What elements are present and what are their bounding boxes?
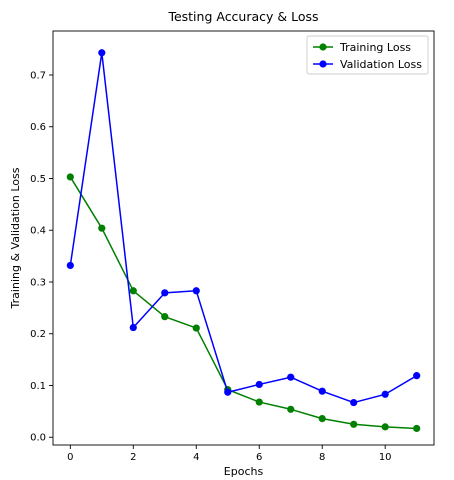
y-tick-label: 0.3 <box>30 277 46 288</box>
y-tick-label: 0.7 <box>30 70 46 81</box>
x-tick-label: 6 <box>256 452 262 463</box>
validation-loss-point <box>161 289 169 297</box>
x-tick-label: 0 <box>67 452 73 463</box>
training-loss-point <box>381 423 389 431</box>
validation-loss-point <box>192 287 200 295</box>
x-tick-label: 4 <box>193 452 199 463</box>
training-loss-point <box>318 415 326 423</box>
x-tick-label: 10 <box>379 452 392 463</box>
training-loss-point <box>192 324 200 332</box>
legend: Training Loss Validation Loss <box>306 35 429 75</box>
training-loss-point <box>98 224 106 232</box>
training-loss-point <box>413 424 421 433</box>
legend-validation-loss-swatch-marker <box>319 60 327 68</box>
validation-loss-point <box>66 261 74 270</box>
x-tick-label: 2 <box>130 452 136 463</box>
plot-area: 0 2 4 6 8 10 0.0 0.1 0.2 0.3 0.4 0.5 0.6 0.7 <box>30 30 435 463</box>
validation-loss-point <box>350 398 358 407</box>
validation-loss-point <box>224 388 232 396</box>
training-loss-point <box>255 398 263 406</box>
validation-loss-point <box>318 387 326 395</box>
training-loss-point <box>66 173 74 181</box>
validation-loss-point <box>287 373 295 381</box>
legend-training-loss-label: Training Loss <box>339 41 411 54</box>
training-loss-point <box>129 287 137 295</box>
x-axis-label: Epochs <box>224 465 264 478</box>
legend-box <box>306 35 429 75</box>
validation-loss-point <box>381 390 389 398</box>
training-loss-line <box>69 176 417 430</box>
training-loss-point <box>161 313 169 321</box>
training-loss-point <box>350 420 358 428</box>
y-tick-label: 0.6 <box>30 122 46 133</box>
validation-loss-line <box>69 51 418 404</box>
training-loss-point <box>287 405 295 413</box>
validation-loss-point <box>413 372 421 380</box>
y-tick-label: 0.4 <box>30 226 46 237</box>
legend-training-loss-swatch-marker <box>319 43 327 51</box>
validation-loss-point <box>129 323 137 332</box>
validation-loss-point <box>98 49 106 57</box>
y-tick-label: 0.1 <box>30 381 46 392</box>
y-tick-label: 0.5 <box>30 174 46 185</box>
y-tick-label: 0.0 <box>30 433 46 444</box>
x-tick-label: 8 <box>319 452 325 463</box>
axes-frame <box>52 30 435 446</box>
y-tick-label: 0.2 <box>30 329 46 340</box>
chart-title: Testing Accuracy & Loss <box>167 9 318 24</box>
y-axis-label: Training & Validation Loss <box>9 167 22 309</box>
validation-loss-point <box>255 380 263 389</box>
legend-validation-loss-label: Validation Loss <box>340 58 422 71</box>
